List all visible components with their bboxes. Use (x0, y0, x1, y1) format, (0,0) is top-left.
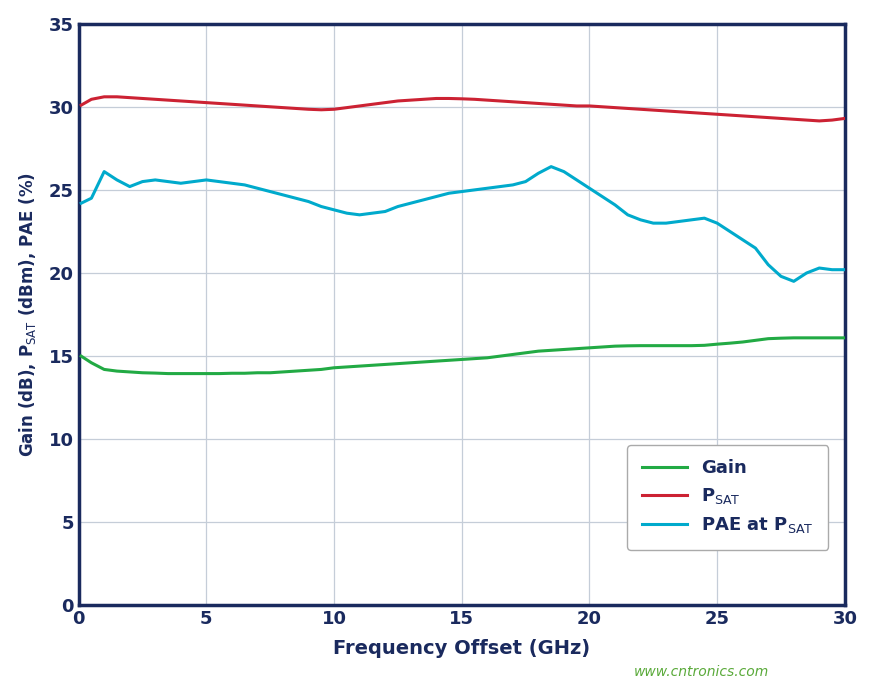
Legend: Gain, P$_{\rm SAT}$, PAE at P$_{\rm SAT}$: Gain, P$_{\rm SAT}$, PAE at P$_{\rm SAT}… (628, 445, 829, 550)
PAE at P$_{\rm SAT}$ (342, 209, 352, 217)
Gain (354, 362, 364, 370)
P$_{\rm SAT}$ (76, 101, 87, 109)
P$_{\rm SAT}$ (239, 101, 250, 109)
Line: PAE at P$_{\rm SAT}$: PAE at P$_{\rm SAT}$ (81, 166, 845, 281)
PAE at P$_{\rm SAT}$ (750, 244, 760, 252)
Gain (788, 333, 799, 342)
P$_{\rm SAT}$ (354, 102, 364, 110)
Gain (546, 346, 557, 354)
PAE at P$_{\rm SAT}$ (840, 265, 850, 274)
P$_{\rm SAT}$ (265, 102, 275, 111)
Gain (840, 333, 850, 342)
Gain (750, 336, 760, 345)
P$_{\rm SAT}$ (814, 117, 824, 125)
Gain (163, 370, 173, 378)
Text: www.cntronics.com: www.cntronics.com (634, 665, 769, 679)
P$_{\rm SAT}$ (495, 97, 505, 105)
Gain (495, 352, 505, 361)
P$_{\rm SAT}$ (546, 100, 557, 109)
P$_{\rm SAT}$ (750, 113, 760, 121)
Line: Gain: Gain (81, 338, 845, 374)
Line: P$_{\rm SAT}$: P$_{\rm SAT}$ (81, 97, 845, 121)
P$_{\rm SAT}$ (840, 114, 850, 122)
PAE at P$_{\rm SAT}$ (482, 184, 493, 192)
PAE at P$_{\rm SAT}$ (533, 169, 544, 177)
X-axis label: Frequency Offset (GHz): Frequency Offset (GHz) (333, 640, 590, 658)
P$_{\rm SAT}$ (99, 93, 109, 101)
PAE at P$_{\rm SAT}$ (788, 277, 799, 285)
PAE at P$_{\rm SAT}$ (253, 184, 263, 192)
PAE at P$_{\rm SAT}$ (546, 162, 557, 171)
Gain (265, 369, 275, 377)
PAE at P$_{\rm SAT}$ (226, 179, 237, 187)
Gain (76, 352, 87, 361)
Y-axis label: Gain (dB), P$_{\rm SAT}$ (dBm), PAE (%): Gain (dB), P$_{\rm SAT}$ (dBm), PAE (%) (17, 172, 38, 457)
PAE at P$_{\rm SAT}$ (76, 199, 87, 207)
Gain (239, 369, 250, 377)
